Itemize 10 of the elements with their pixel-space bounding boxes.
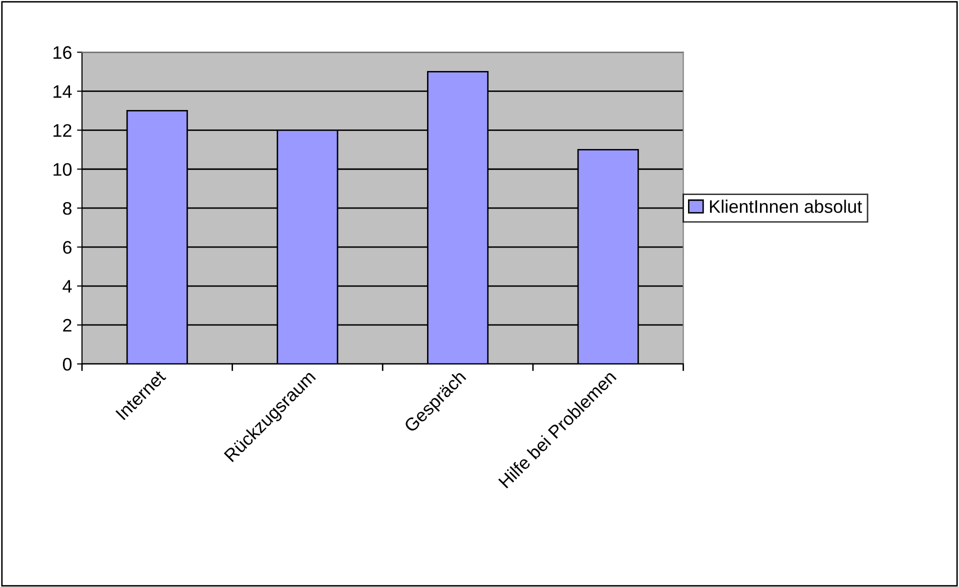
y-tick-label: 0 (62, 358, 72, 371)
y-tick-label: 16 (54, 46, 72, 59)
y-tick-label: 12 (54, 124, 72, 137)
y-tick-label: 2 (63, 318, 72, 332)
y-tick-label: 8 (63, 202, 72, 215)
y-tick-label: 14 (54, 85, 72, 98)
y-tick-label: 6 (63, 240, 72, 254)
legend-label: KlientInnen absolut (710, 200, 862, 213)
y-tick-label: 10 (54, 163, 72, 176)
y-tick-label: 4 (62, 280, 72, 293)
